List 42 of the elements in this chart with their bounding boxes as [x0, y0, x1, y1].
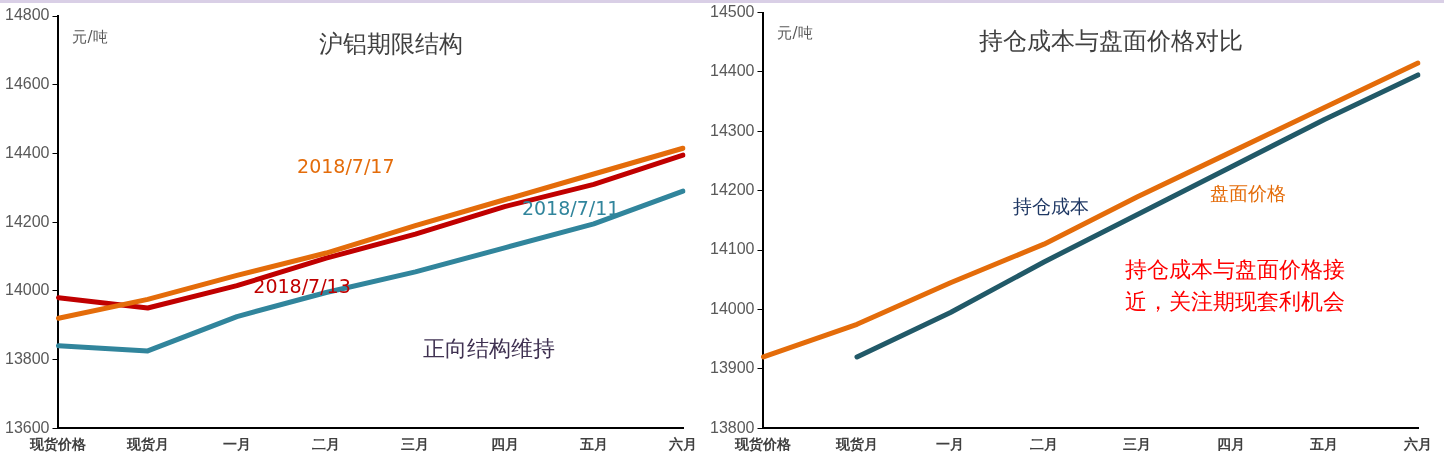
- y-tick-label: 14600: [4, 75, 50, 93]
- x-tick-label: 三月: [401, 436, 430, 453]
- y-tick-label: 13900: [709, 359, 755, 377]
- x-tick-label: 一月: [222, 436, 251, 453]
- x-tick-label: 六月: [668, 436, 697, 453]
- x-tick-label: 现货月: [834, 436, 878, 453]
- y-tick-label: 14800: [4, 6, 50, 24]
- x-tick-label: 现货价格: [29, 436, 88, 453]
- series-label: 2018/7/11: [521, 196, 620, 219]
- annotation: 持仓成本与盘面价格接近，关注期现套利机会: [1124, 256, 1345, 314]
- y-tick-label: 13800: [709, 418, 755, 436]
- y-tick-label: 14300: [709, 121, 755, 139]
- x-tick-label: 现货月: [125, 436, 169, 453]
- series-label: 持仓成本: [1013, 194, 1090, 217]
- y-tick-label: 14400: [709, 62, 755, 80]
- x-tick-label: 四月: [1217, 436, 1245, 453]
- x-tick-label: 五月: [1309, 436, 1339, 453]
- x-tick-label: 一月: [936, 436, 965, 453]
- x-tick-label: 现货价格: [734, 436, 793, 453]
- x-tick-label: 二月: [312, 436, 341, 453]
- text: 2018/7/17: [297, 155, 395, 178]
- y-tick-label: 14000: [709, 299, 755, 317]
- x-tick-label: 六月: [1403, 436, 1432, 453]
- x-tick-label: 三月: [1123, 436, 1152, 453]
- y-axis-title: 元/吨: [72, 27, 108, 46]
- series-label: 2018/7/13: [253, 274, 351, 297]
- y-tick-label: 14100: [709, 240, 755, 258]
- y-axis-title: 元/吨: [777, 24, 813, 43]
- series-label: 盘面价格: [1209, 182, 1286, 205]
- annotation: 正向结构维持: [423, 335, 556, 361]
- text: 沪铝期限结构: [318, 30, 463, 59]
- y-tick-label: 14000: [4, 281, 50, 299]
- y-tick-label: 14500: [709, 3, 755, 21]
- x-tick-label: 五月: [578, 436, 608, 453]
- x-tick-label: 四月: [490, 436, 519, 453]
- text: 持仓成本与盘面价格对比: [978, 26, 1243, 55]
- y-tick-label: 14200: [709, 181, 755, 199]
- x-tick-label: 二月: [1030, 436, 1058, 453]
- y-tick-label: 14200: [4, 212, 50, 230]
- y-tick-label: 13800: [4, 349, 50, 367]
- y-tick-label: 13600: [4, 418, 50, 436]
- y-tick-label: 14400: [4, 143, 50, 161]
